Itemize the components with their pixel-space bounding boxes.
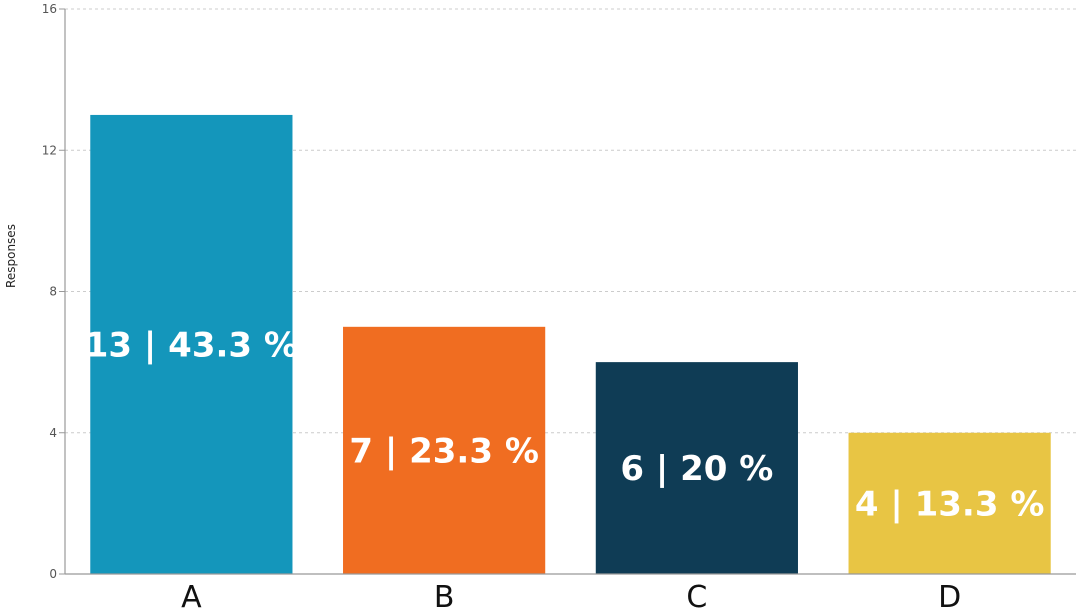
y-tick-label: 4 — [49, 426, 57, 440]
bar-a — [90, 114, 293, 574]
y-axis-label: Responses — [4, 224, 18, 288]
x-tick-label: B — [434, 580, 455, 611]
bar-data-label: 13 | 43.3 % — [85, 325, 298, 365]
y-tick-label: 0 — [49, 567, 57, 581]
y-tick-label: 12 — [42, 143, 57, 157]
bar-data-label: 4 | 13.3 % — [855, 484, 1045, 524]
bar-data-label: 7 | 23.3 % — [349, 431, 539, 471]
x-tick-label: D — [938, 580, 961, 611]
bar-b — [343, 326, 546, 574]
bar-data-label: 6 | 20 % — [620, 449, 773, 489]
axes: 0 4 8 12 16 A B C D — [42, 2, 1076, 611]
bar-d — [848, 432, 1051, 574]
y-tick-label: 16 — [42, 2, 57, 16]
bar-c — [595, 362, 798, 574]
x-tick-label: C — [686, 580, 707, 611]
y-tick-label: 8 — [49, 285, 57, 299]
bars: 13 | 43.3 % 7 | 23.3 % 6 | 20 % 4 | 13.3 % — [85, 114, 1051, 574]
x-tick-label: A — [181, 580, 202, 611]
